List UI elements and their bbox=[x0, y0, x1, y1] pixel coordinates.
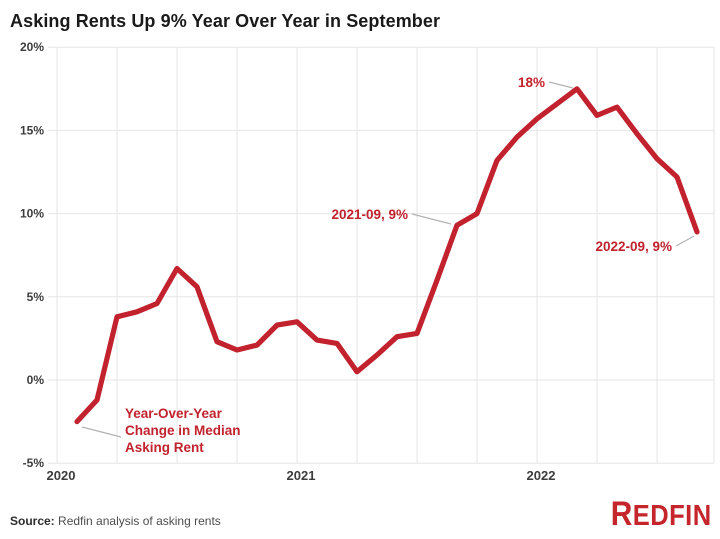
annotation-sep2021: 2021-09, 9% bbox=[331, 207, 408, 222]
series-callout-line: Change in Median bbox=[125, 423, 241, 438]
gridlines bbox=[48, 46, 715, 464]
callout-leader bbox=[81, 426, 122, 438]
y-axis-tick-label: 20% bbox=[20, 40, 44, 54]
annotation-leader-sep2022 bbox=[675, 235, 695, 247]
y-axis-tick-label: 5% bbox=[27, 290, 45, 304]
source-note: Source: Redfin analysis of asking rents bbox=[10, 514, 221, 528]
source-text: Redfin analysis of asking rents bbox=[54, 514, 221, 528]
x-axis-tick-label: 2022 bbox=[527, 468, 556, 483]
logo-first-letter: R bbox=[611, 495, 634, 533]
redfin-logo: REDFIN bbox=[611, 495, 712, 533]
y-axis-tick-label: 15% bbox=[20, 123, 44, 137]
series-callout: Year-Over-Year Change in Median Asking Ren… bbox=[125, 406, 241, 455]
y-axis-tick-label: -5% bbox=[23, 456, 45, 470]
rent-yoy-line bbox=[74, 86, 700, 425]
x-axis-tick-label: 2021 bbox=[287, 468, 316, 483]
page-title: Asking Rents Up 9% Year Over Year in Sep… bbox=[10, 11, 441, 31]
x-axis-tick-label: 2020 bbox=[47, 468, 76, 483]
series-callout-line: Asking Rent bbox=[125, 440, 204, 455]
annotation-sep2022: 2022-09, 9% bbox=[595, 239, 672, 254]
annotation-peak: 18% bbox=[518, 75, 545, 90]
series-callout-line: Year-Over-Year bbox=[125, 406, 223, 421]
y-axis-tick-label: 0% bbox=[27, 373, 45, 387]
annotation-leader-peak bbox=[548, 81, 574, 89]
leader-lines bbox=[81, 81, 695, 438]
source-label: Source: bbox=[10, 514, 55, 528]
annotation-leader-sep2021 bbox=[411, 213, 452, 225]
y-axis-tick-label: 10% bbox=[20, 207, 44, 221]
